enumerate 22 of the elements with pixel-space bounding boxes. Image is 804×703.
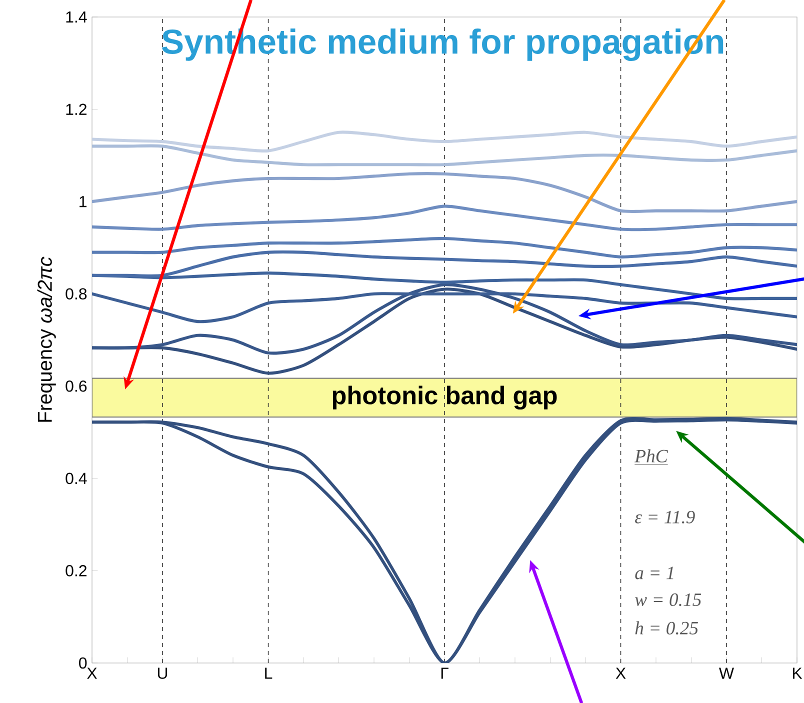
x-tick-label: L — [265, 668, 272, 679]
x-tick-label: Γ — [441, 668, 448, 679]
x-tick-label: U — [158, 668, 168, 679]
y-tick-label: 0.8 — [66, 288, 87, 300]
x-tick-label: X — [87, 668, 97, 679]
annotation: PhC — [634, 449, 668, 462]
annotation: ε = 11.9 — [635, 510, 695, 524]
annotation: a = 1 — [635, 566, 674, 580]
y-tick-label: 1.2 — [66, 104, 86, 115]
y-tick-label: 0.4 — [66, 472, 87, 484]
x-tick-label: X — [616, 668, 626, 679]
y-tick-label: 0 — [79, 657, 87, 669]
y-axis-title: Frequency ωa/2πc — [37, 256, 56, 422]
x-tick-label: K — [792, 668, 802, 679]
y-tick-label: 1.4 — [66, 11, 87, 22]
band-label: photonic band gap — [332, 386, 557, 410]
y-tick-label: 1 — [80, 196, 87, 208]
y-tick-label: 0.2 — [66, 565, 86, 576]
annotation: w = 0.15 — [635, 593, 702, 606]
y-tick-label: 0.6 — [66, 380, 87, 392]
x-tick-label: W — [719, 668, 734, 679]
annotation: h = 0.25 — [635, 621, 698, 635]
